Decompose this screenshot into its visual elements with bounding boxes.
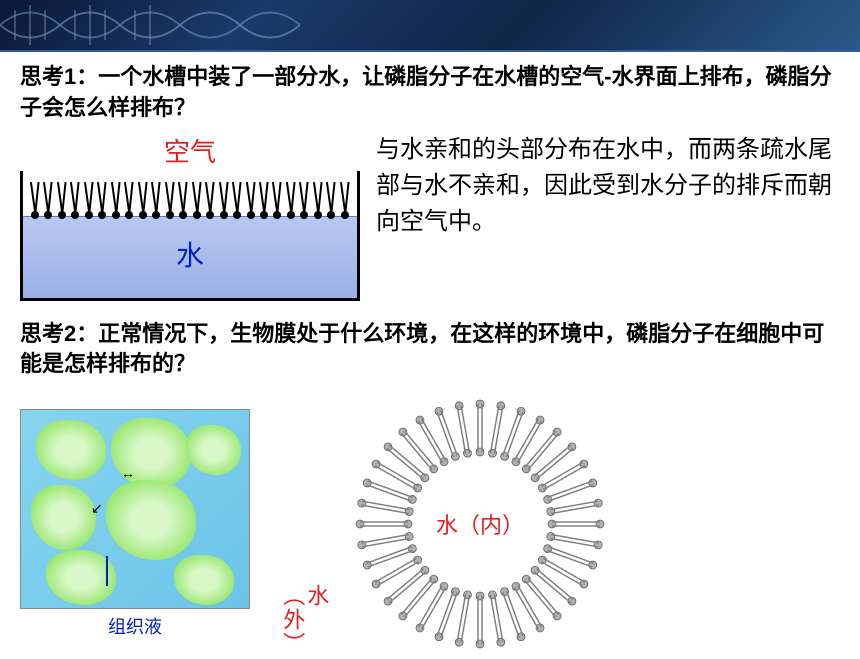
- phospholipid-molecule: [245, 179, 257, 219]
- water-inner-label: 水（内）: [436, 508, 524, 540]
- question-2: 思考2：正常情况下，生物膜处于什么环境，在这样的环境中，磷脂分子在细胞中可能是怎…: [20, 319, 840, 381]
- water-trough-diagram: 空气 水: [20, 132, 360, 301]
- air-label: 空气: [20, 132, 360, 169]
- tissue-cell-diagram: ↔ ↙ 组织液: [20, 409, 250, 639]
- tissue-fluid-label: 组织液: [20, 613, 250, 639]
- phospholipid-molecule: [56, 179, 68, 219]
- phospholipid-molecule: [312, 179, 324, 219]
- phospholipid-molecule: [271, 179, 283, 219]
- cells-in-fluid: ↔ ↙: [20, 409, 250, 609]
- phospholipid-molecule: [96, 179, 108, 219]
- phospholipid-molecule: [29, 179, 41, 219]
- trough-box: 水: [20, 171, 360, 301]
- water-outer-label: 水（外）: [280, 584, 328, 656]
- label-pointer-line: [106, 556, 108, 586]
- phospholipid-molecule: [110, 179, 122, 219]
- phospholipid-molecule: [164, 179, 176, 219]
- question-1-text: 一个水槽中装了一部分水，让磷脂分子在水槽的空气-水界面上排布，磷脂分子会怎么样排…: [20, 64, 832, 120]
- phospholipid-molecule: [339, 179, 351, 219]
- cell-shape: [174, 555, 234, 605]
- cell-shape: [186, 425, 241, 475]
- question-2-label: 思考2：: [20, 321, 98, 346]
- header-dna-banner: [0, 0, 860, 52]
- phospholipid-molecule: [218, 179, 230, 219]
- question-1-label: 思考1：: [20, 64, 98, 89]
- phospholipid-molecule: [325, 179, 337, 219]
- phospholipid-molecule: [150, 179, 162, 219]
- phospholipid-molecule: [231, 179, 243, 219]
- phospholipid-monolayer: [29, 179, 351, 219]
- phospholipid-molecule: [177, 179, 189, 219]
- phospholipid-molecule: [285, 179, 297, 219]
- phospholipid-molecule: [258, 179, 270, 219]
- cell-shape: [31, 485, 96, 550]
- answer-1-text: 与水亲和的头部分布在水中，而两条疏水尾部与水不亲和，因此受到水分子的排斥而朝向空…: [376, 132, 840, 301]
- phospholipid-bilayer-circle: 水（内）: [340, 394, 620, 654]
- question-1: 思考1：一个水槽中装了一部分水，让磷脂分子在水槽的空气-水界面上排布，磷脂分子会…: [20, 62, 840, 124]
- phospholipid-molecule: [137, 179, 149, 219]
- arrow-icon: ↙: [91, 500, 103, 517]
- phospholipid-molecule: [204, 179, 216, 219]
- phospholipid-molecule: [298, 179, 310, 219]
- phospholipid-molecule: [83, 179, 95, 219]
- arrow-icon: ↔: [121, 465, 135, 481]
- dna-helix-decoration: [0, 0, 300, 60]
- water-label: 水: [176, 234, 204, 274]
- cell-shape: [106, 480, 196, 560]
- phospholipid-molecule: [69, 179, 81, 219]
- phospholipid-molecule: [42, 179, 54, 219]
- cell-shape: [36, 420, 106, 480]
- section-1: 空气 水 与水亲和的头部分布在水中，而两条疏水尾部与水不亲和，因此受到水分子的排…: [20, 132, 840, 301]
- section-2: ↔ ↙ 组织液 水（外） 水（内）: [20, 394, 840, 654]
- slide-content: 思考1：一个水槽中装了一部分水，让磷脂分子在水槽的空气-水界面上排布，磷脂分子会…: [0, 52, 860, 645]
- phospholipid-molecule: [123, 179, 135, 219]
- phospholipid-molecule: [191, 179, 203, 219]
- question-2-text: 正常情况下，生物膜处于什么环境，在这样的环境中，磷脂分子在细胞中可能是怎样排布的…: [20, 321, 824, 377]
